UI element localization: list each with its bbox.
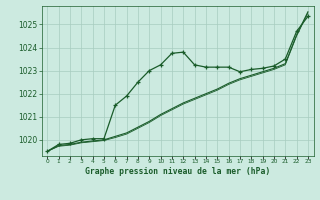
X-axis label: Graphe pression niveau de la mer (hPa): Graphe pression niveau de la mer (hPa) xyxy=(85,167,270,176)
